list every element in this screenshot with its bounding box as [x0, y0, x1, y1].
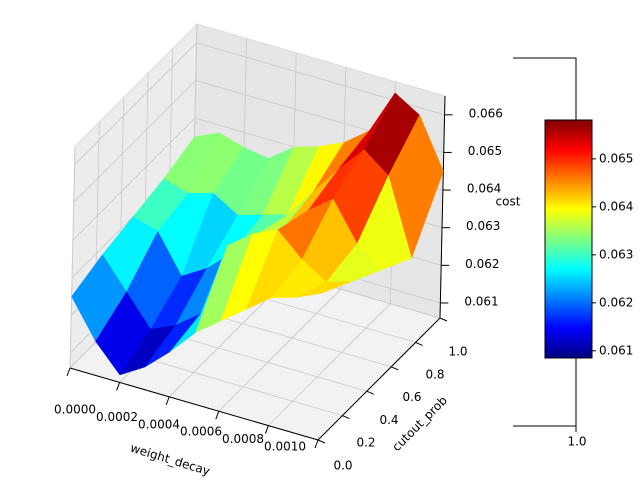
- y-tick: [439, 317, 448, 322]
- grid-line: [73, 80, 197, 203]
- y-tick-label: 0.0: [333, 459, 352, 473]
- y-tick-label: 0.2: [356, 436, 375, 450]
- z-tick-label: 0.066: [469, 106, 503, 120]
- y-tick-label: 0.8: [425, 367, 444, 381]
- surface: [71, 92, 444, 376]
- x-tick-label: 0.0008: [222, 432, 264, 446]
- y-tick-label: 1.0: [448, 345, 467, 359]
- x-tick: [314, 439, 319, 449]
- z-axis-line: [439, 95, 446, 319]
- y-tick: [342, 415, 350, 420]
- y-tick: [317, 439, 326, 444]
- z-tick-label: 0.062: [465, 257, 499, 271]
- grid-line: [74, 42, 197, 166]
- y-tick: [366, 390, 374, 395]
- colorbar-tick-label: 0.062: [599, 295, 633, 309]
- x-axis-label: weight_decay: [129, 441, 212, 479]
- z-axis-label: cost: [496, 195, 521, 209]
- x-tick: [264, 425, 269, 434]
- z-tick-label: 0.065: [468, 144, 502, 158]
- x-axis-line: [69, 367, 319, 441]
- grid-line: [69, 145, 76, 369]
- x-tick-label: 0.0010: [264, 440, 306, 454]
- x-tick-label: 0.0002: [96, 410, 138, 424]
- grid-line: [72, 117, 196, 241]
- grid-line: [268, 303, 391, 426]
- z-tick-label: 0.061: [464, 294, 498, 308]
- colorbar: [544, 119, 593, 359]
- x-tick: [215, 411, 220, 420]
- y-tick: [391, 366, 399, 371]
- y-tick-label: 0.6: [402, 390, 421, 404]
- colorbar-tick-label: 0.065: [599, 151, 633, 165]
- colorbar-tick-label: 0.064: [599, 199, 633, 213]
- x-tick-label: 0.0004: [138, 417, 180, 431]
- x-tick: [116, 382, 121, 391]
- colorbar-tick-label: 0.063: [599, 247, 633, 261]
- y-axis-line: [317, 317, 441, 441]
- z-tick-label: 0.064: [467, 182, 501, 196]
- x-tick: [165, 396, 170, 405]
- x-tick: [66, 367, 71, 377]
- surface-patch: [296, 281, 352, 298]
- z-tick-label: 0.063: [466, 219, 500, 233]
- x-tick-label: 0.0006: [180, 425, 222, 439]
- y-tick: [415, 341, 423, 346]
- x-tick-label: 0.0000: [54, 403, 96, 417]
- colorbar-tick-label: 0.061: [599, 343, 633, 357]
- y-tick-label: 0.4: [379, 413, 398, 427]
- grid-line: [218, 288, 342, 412]
- side-axis-tick-label: 1.0: [567, 435, 586, 449]
